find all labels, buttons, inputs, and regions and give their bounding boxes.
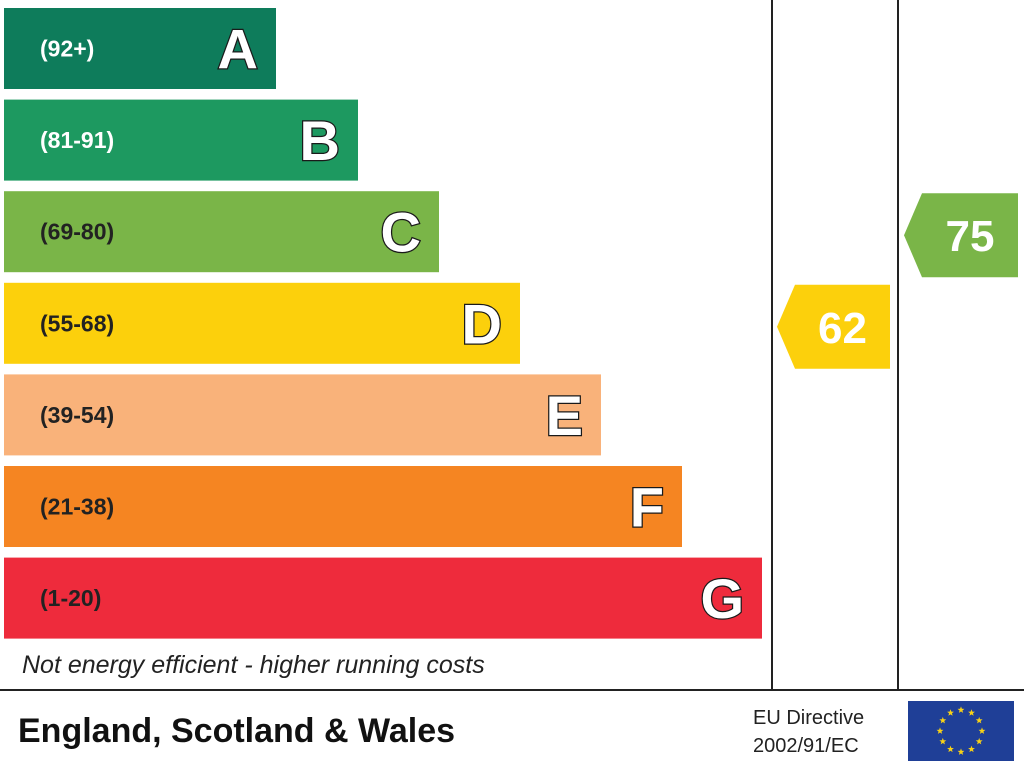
directive-line-2: 2002/91/EC (753, 735, 859, 757)
eu-star-icon (947, 745, 954, 753)
band-c-bar (4, 191, 439, 273)
eu-stars (936, 706, 986, 755)
eu-star-icon (957, 748, 965, 755)
eu-star-icon (947, 709, 954, 716)
eu-star-icon (957, 706, 965, 713)
band-e-letter: E (546, 384, 583, 447)
band-e-range-label: (39-54) (40, 402, 114, 428)
band-b-letter: B (300, 109, 340, 172)
band-f-range-label: (21-38) (40, 494, 114, 520)
eu-star-icon (936, 727, 944, 734)
eu-star-icon (968, 709, 975, 716)
band-f-bar (4, 466, 682, 547)
potential-score-value: 75 (946, 212, 995, 261)
band-d-range-label: (55-68) (40, 310, 114, 336)
band-f-letter: F (630, 476, 664, 539)
band-g-range-label: (1-20) (40, 585, 101, 611)
inefficient-note: Not energy efficient - higher running co… (22, 651, 485, 679)
band-a-bar (4, 8, 276, 89)
band-a-letter: A (218, 18, 258, 81)
eu-star-icon (968, 745, 975, 753)
band-a-range-label: (92+) (40, 36, 94, 62)
rating-bands: (92+) A (81-91) B (69-80) C (55-68) D (39-54) E (2… (4, 8, 762, 639)
band-c-range-label: (69-80) (40, 219, 114, 245)
band-c-letter: C (381, 201, 421, 264)
band-g-letter: G (700, 567, 744, 630)
region-title: England, Scotland & Wales (18, 712, 455, 750)
eu-star-icon (939, 737, 947, 745)
current-score-value: 62 (818, 304, 867, 353)
eu-star-icon (939, 716, 947, 724)
potential-score-arrow (904, 193, 1018, 278)
directive-line-1: EU Directive (753, 707, 864, 729)
eu-star-icon (975, 716, 983, 724)
current-score-arrow (777, 284, 890, 369)
band-e-bar (4, 374, 601, 456)
band-b-range-label: (81-91) (40, 127, 114, 153)
band-d-letter: D (462, 292, 502, 355)
eu-flag-icon (908, 701, 1014, 761)
band-b-bar (4, 99, 358, 181)
column-dividers (0, 0, 1024, 691)
eu-star-icon (978, 727, 986, 734)
score-markers: 62 75 (777, 193, 1018, 369)
band-d-bar (4, 282, 520, 364)
band-g-bar (4, 557, 762, 639)
eu-star-icon (975, 737, 983, 745)
